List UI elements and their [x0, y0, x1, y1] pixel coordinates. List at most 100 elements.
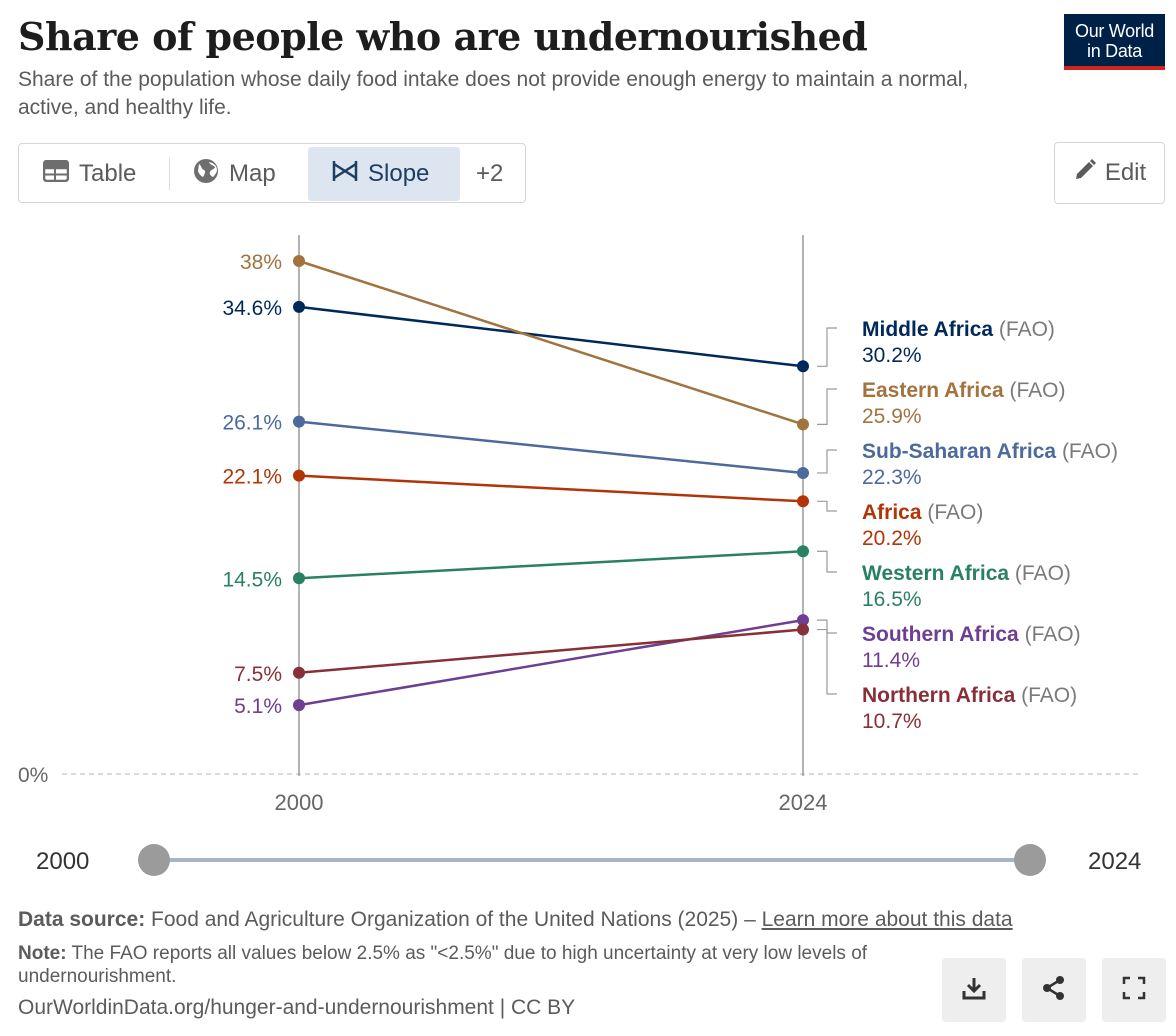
- series-suffix-6: (FAO): [1015, 684, 1077, 707]
- series-line-5: [298, 618, 804, 707]
- series-suffix-3: (FAO): [922, 501, 984, 524]
- series-suffix-1: (FAO): [1004, 379, 1066, 402]
- series-name-4: Western Africa: [862, 562, 1009, 585]
- series-suffix-5: (FAO): [1019, 623, 1081, 646]
- series-label-1: Eastern Africa (FAO): [862, 379, 1065, 402]
- series-line-2: [298, 420, 804, 475]
- slope-icon: [332, 159, 358, 190]
- note-text: The FAO reports all values below 2.5% as…: [18, 943, 868, 987]
- note: Note: The FAO reports all values below 2…: [18, 942, 918, 988]
- download-button[interactable]: [942, 958, 1006, 1022]
- point-start-5: [293, 699, 305, 712]
- tab-map[interactable]: Map: [193, 147, 276, 201]
- timeline-end-handle[interactable]: [1014, 844, 1046, 876]
- start-value-label-3: 22.1%: [222, 466, 282, 489]
- point-end-4: [797, 545, 809, 558]
- table-icon: [42, 159, 70, 189]
- point-end-1: [797, 418, 809, 431]
- start-value-label-4: 14.5%: [222, 568, 282, 591]
- fullscreen-button[interactable]: [1102, 958, 1166, 1022]
- end-value-label-6: 10.7%: [862, 710, 922, 733]
- end-value-label-4: 16.5%: [862, 588, 922, 611]
- series-label-0: Middle Africa (FAO): [862, 318, 1055, 341]
- series-name-6: Northern Africa: [862, 684, 1016, 707]
- point-start-6: [293, 666, 305, 679]
- label-connector-4: [817, 550, 837, 573]
- view-tabs: Table Map Slope +2: [18, 143, 526, 203]
- label-connector-1: [817, 388, 837, 425]
- series-suffix-4: (FAO): [1009, 562, 1071, 585]
- end-value-label-0: 30.2%: [862, 344, 922, 367]
- point-start-2: [293, 415, 305, 428]
- source-url: OurWorldinData.org/hunger-and-undernouri…: [18, 996, 576, 1019]
- point-start-1: [293, 255, 305, 267]
- series-label-4: Western Africa (FAO): [862, 562, 1071, 585]
- pencil-icon: [1073, 158, 1097, 189]
- series-name-2: Sub-Saharan Africa: [862, 440, 1056, 463]
- data-source: Data source: Food and Agriculture Organi…: [18, 908, 1148, 932]
- tab-more[interactable]: +2: [476, 147, 503, 201]
- series-line-3: [298, 474, 804, 503]
- label-connector-6: [817, 628, 837, 695]
- series-name-5: Southern Africa: [862, 623, 1019, 646]
- download-icon: [961, 975, 987, 1006]
- tab-slope-label: Slope: [368, 160, 430, 187]
- timeline: 2000 2024: [0, 830, 1176, 890]
- globe-icon: [193, 158, 219, 191]
- point-end-0: [797, 360, 809, 373]
- point-end-5: [797, 614, 809, 627]
- x-tick-label-start: 2000: [275, 790, 324, 815]
- data-source-label: Data source:: [18, 908, 146, 931]
- x-tick-label-end: 2024: [779, 790, 828, 815]
- series-suffix-2: (FAO): [1056, 440, 1118, 463]
- end-value-label-3: 20.2%: [862, 527, 922, 550]
- series-suffix-0: (FAO): [993, 318, 1055, 341]
- start-value-label-5: 5.1%: [234, 695, 282, 718]
- logo-line-2: in Data: [1087, 41, 1142, 61]
- point-start-0: [293, 300, 305, 313]
- end-value-label-5: 11.4%: [862, 649, 920, 672]
- point-start-4: [293, 572, 305, 585]
- edit-button[interactable]: Edit: [1054, 142, 1165, 204]
- point-end-3: [797, 495, 809, 508]
- series-name-1: Eastern Africa: [862, 379, 1004, 402]
- series-label-5: Southern Africa (FAO): [862, 623, 1081, 646]
- series-line-6: [298, 628, 804, 674]
- chart-title: Share of people who are undernourished: [18, 14, 868, 59]
- point-end-6: [797, 623, 809, 636]
- timeline-start-label: 2000: [36, 848, 90, 875]
- timeline-track[interactable]: [155, 858, 1030, 862]
- tab-slope[interactable]: Slope: [308, 147, 460, 201]
- series-line-4: [298, 550, 804, 580]
- owid-logo[interactable]: Our World in Data: [1064, 14, 1165, 70]
- series-line-0: [298, 305, 804, 368]
- start-value-label-1: 38%: [240, 251, 282, 274]
- data-source-text: Food and Agriculture Organization of the…: [145, 908, 762, 931]
- series-label-3: Africa (FAO): [862, 501, 983, 524]
- series-name-0: Middle Africa: [862, 318, 993, 341]
- logo-line-1: Our World: [1075, 21, 1154, 41]
- tab-table[interactable]: Table: [42, 147, 137, 201]
- start-value-label-6: 7.5%: [234, 663, 282, 686]
- timeline-end-label: 2024: [1088, 848, 1142, 875]
- tab-more-label: +2: [476, 160, 504, 187]
- tab-table-label: Table: [79, 160, 137, 187]
- timeline-start-handle[interactable]: [138, 844, 170, 876]
- series-line-1: [298, 259, 804, 426]
- series-label-2: Sub-Saharan Africa (FAO): [862, 440, 1118, 463]
- share-icon: [1041, 975, 1067, 1006]
- label-connector-3: [817, 500, 837, 512]
- fullscreen-icon: [1122, 976, 1146, 1005]
- share-button[interactable]: [1022, 958, 1086, 1022]
- note-label: Note:: [18, 943, 67, 964]
- learn-more-link[interactable]: Learn more about this data: [761, 908, 1013, 931]
- label-connector-0: [817, 327, 837, 367]
- edit-button-label: Edit: [1104, 159, 1147, 186]
- label-connector-2: [817, 449, 837, 474]
- start-value-label-0: 34.6%: [222, 297, 282, 320]
- end-value-label-2: 22.3%: [862, 466, 922, 489]
- y-axis-zero-label: 0%: [18, 764, 48, 787]
- label-connector-5: [817, 619, 837, 634]
- series-name-3: Africa: [862, 501, 922, 524]
- series-label-6: Northern Africa (FAO): [862, 684, 1077, 707]
